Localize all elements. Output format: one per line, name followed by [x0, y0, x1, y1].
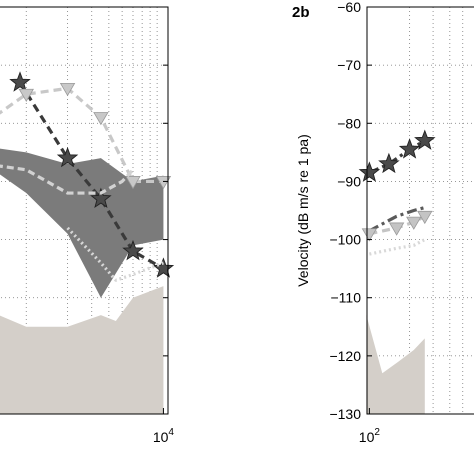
data-point-triangle	[388, 222, 405, 236]
y-tick-label: −90	[337, 173, 361, 189]
y-tick-label: −120	[329, 348, 361, 364]
plot-frame	[366, 6, 474, 415]
data-point-star	[122, 239, 144, 261]
y-tick-label: −70	[337, 57, 361, 73]
y-tick-label: −60	[337, 0, 361, 15]
data-point-triangle	[18, 88, 34, 103]
data-point-triangle	[361, 228, 378, 242]
range-band	[366, 315, 425, 414]
data-point-triangle	[417, 210, 433, 225]
y-tick-label: −80	[337, 115, 361, 131]
x-tick-label: 102	[359, 427, 381, 445]
data-point-triangle	[155, 176, 172, 190]
range-band	[0, 148, 164, 298]
data-point-star	[358, 161, 381, 182]
data-point-star	[152, 257, 175, 278]
y-tick-label: −130	[329, 406, 361, 422]
chart-panel-right: −60 −70 −80 −90 −100 −110 −120 −130 102 2b Velocit…	[292, 0, 474, 445]
series-line	[368, 139, 426, 175]
y-tick-label: −100	[329, 232, 361, 248]
range-band	[0, 286, 164, 414]
y-axis-title: Velocity (dB m/s re 1 pa)	[295, 134, 311, 287]
y-tick-label: −110	[331, 290, 362, 306]
series-line	[0, 86, 164, 184]
chart-panel-left: 104	[0, 6, 175, 445]
data-point-star	[378, 152, 400, 174]
data-point-star	[398, 138, 421, 159]
plot-frame	[0, 6, 169, 415]
series-line	[18, 81, 165, 271]
series-line	[66, 226, 164, 282]
data-point-triangle	[59, 83, 76, 97]
panel-label: 2b	[292, 4, 310, 21]
x-tick-label: 104	[153, 427, 175, 445]
series-line	[369, 238, 426, 256]
data-point-triangle	[125, 176, 141, 190]
data-point-star	[414, 129, 436, 150]
data-point-star	[9, 71, 31, 92]
data-point-star	[56, 146, 79, 168]
data-point-triangle	[406, 216, 422, 230]
series-line	[0, 164, 135, 195]
data-point-star	[90, 187, 112, 209]
series-line	[368, 206, 426, 233]
data-point-triangle	[93, 112, 109, 126]
